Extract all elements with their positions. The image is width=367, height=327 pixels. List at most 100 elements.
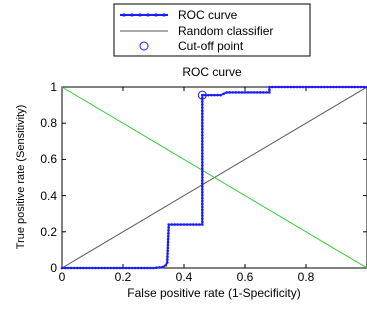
legend-random-label: Random classifier	[178, 24, 273, 38]
roc-point	[201, 190, 204, 194]
roc-point	[197, 223, 201, 226]
legend-roc-label: ROC curve	[178, 8, 238, 22]
legend: ROC curve Random classifier Cut-off poin…	[113, 3, 311, 57]
roc-point	[63, 266, 67, 270]
roc-point	[240, 91, 244, 94]
roc-point	[210, 93, 213, 97]
roc-point	[201, 182, 204, 185]
roc-point	[234, 91, 238, 94]
roc-point	[124, 266, 128, 270]
sensitivity-specificity-line	[61, 86, 367, 269]
roc-point	[201, 103, 204, 106]
roc-point	[201, 124, 204, 128]
roc-point	[289, 85, 293, 89]
roc-point	[231, 91, 235, 94]
roc-point	[356, 85, 360, 89]
roc-point	[167, 226, 170, 229]
roc-point	[237, 91, 241, 94]
roc-point	[152, 266, 155, 270]
roc-point	[323, 85, 326, 89]
roc-point	[201, 211, 204, 215]
roc-point	[69, 266, 73, 270]
roc-point	[201, 152, 204, 155]
roc-point	[219, 93, 222, 97]
roc-point	[243, 91, 247, 94]
roc-point	[341, 85, 344, 89]
roc-point	[246, 91, 250, 94]
roc-point	[268, 85, 271, 89]
roc-point	[295, 85, 299, 89]
roc-point	[201, 187, 204, 191]
roc-point	[185, 223, 189, 226]
roc-point	[201, 136, 204, 140]
roc-point	[262, 91, 265, 94]
roc-point	[201, 196, 204, 200]
roc-point	[167, 232, 170, 235]
legend-cutoff-marker	[139, 41, 149, 51]
roc-point	[201, 106, 204, 109]
series-layer	[60, 85, 367, 270]
roc-point	[201, 208, 204, 212]
roc-point	[338, 85, 341, 89]
roc-point	[326, 85, 329, 89]
roc-point	[201, 214, 204, 218]
roc-point	[136, 266, 140, 270]
roc-point	[82, 266, 85, 270]
roc-point	[91, 266, 94, 270]
roc-point	[344, 85, 347, 89]
roc-point	[94, 266, 97, 270]
roc-point	[103, 266, 106, 270]
y-tick-label-2: 0.4	[40, 189, 57, 203]
roc-point	[207, 93, 210, 97]
roc-point	[133, 266, 137, 270]
roc-point	[216, 93, 219, 97]
roc-point	[274, 85, 277, 89]
roc-point	[329, 85, 332, 89]
roc-point	[167, 229, 170, 232]
x-tick-label-2: 0.4	[176, 270, 193, 284]
roc-point	[88, 266, 91, 270]
roc-point	[201, 164, 204, 167]
roc-point	[332, 85, 335, 89]
roc-point	[353, 85, 357, 89]
x-tick-label-0: 0	[59, 270, 66, 284]
roc-point	[201, 205, 204, 209]
roc-point	[265, 91, 268, 94]
roc-point	[149, 266, 152, 270]
roc-point	[127, 266, 131, 270]
roc-point	[252, 91, 256, 94]
cutoff-point-marker	[197, 90, 207, 100]
roc-point	[201, 161, 204, 164]
roc-point	[362, 85, 366, 89]
roc-point	[164, 263, 167, 267]
roc-point	[268, 91, 271, 94]
roc-point	[166, 249, 169, 253]
y-tick-label-3: 0.6	[40, 152, 57, 166]
y-tick-label-5: 1	[50, 80, 57, 94]
roc-point	[304, 85, 308, 89]
roc-point	[173, 223, 177, 226]
roc-point	[118, 266, 122, 270]
roc-point	[271, 85, 274, 89]
roc-point	[158, 266, 161, 269]
roc-point	[201, 130, 204, 134]
roc-point	[201, 143, 204, 146]
roc-point	[170, 223, 174, 226]
roc-markers	[60, 85, 366, 270]
roc-point	[228, 91, 232, 94]
y-tick-label-0: 0	[50, 261, 57, 275]
roc-point	[292, 85, 296, 89]
roc-point	[201, 158, 204, 161]
x-tick-label-1: 0.2	[115, 270, 132, 284]
roc-point	[249, 91, 253, 94]
roc-point	[146, 266, 149, 270]
legend-roc-markers	[122, 13, 166, 17]
x-tick-label-4: 0.8	[298, 270, 315, 284]
roc-point	[143, 266, 146, 270]
roc-point	[201, 140, 204, 143]
roc-point	[167, 223, 171, 226]
roc-point	[359, 85, 363, 89]
roc-point	[201, 112, 204, 116]
roc-point	[75, 266, 79, 270]
roc-point	[313, 85, 317, 89]
